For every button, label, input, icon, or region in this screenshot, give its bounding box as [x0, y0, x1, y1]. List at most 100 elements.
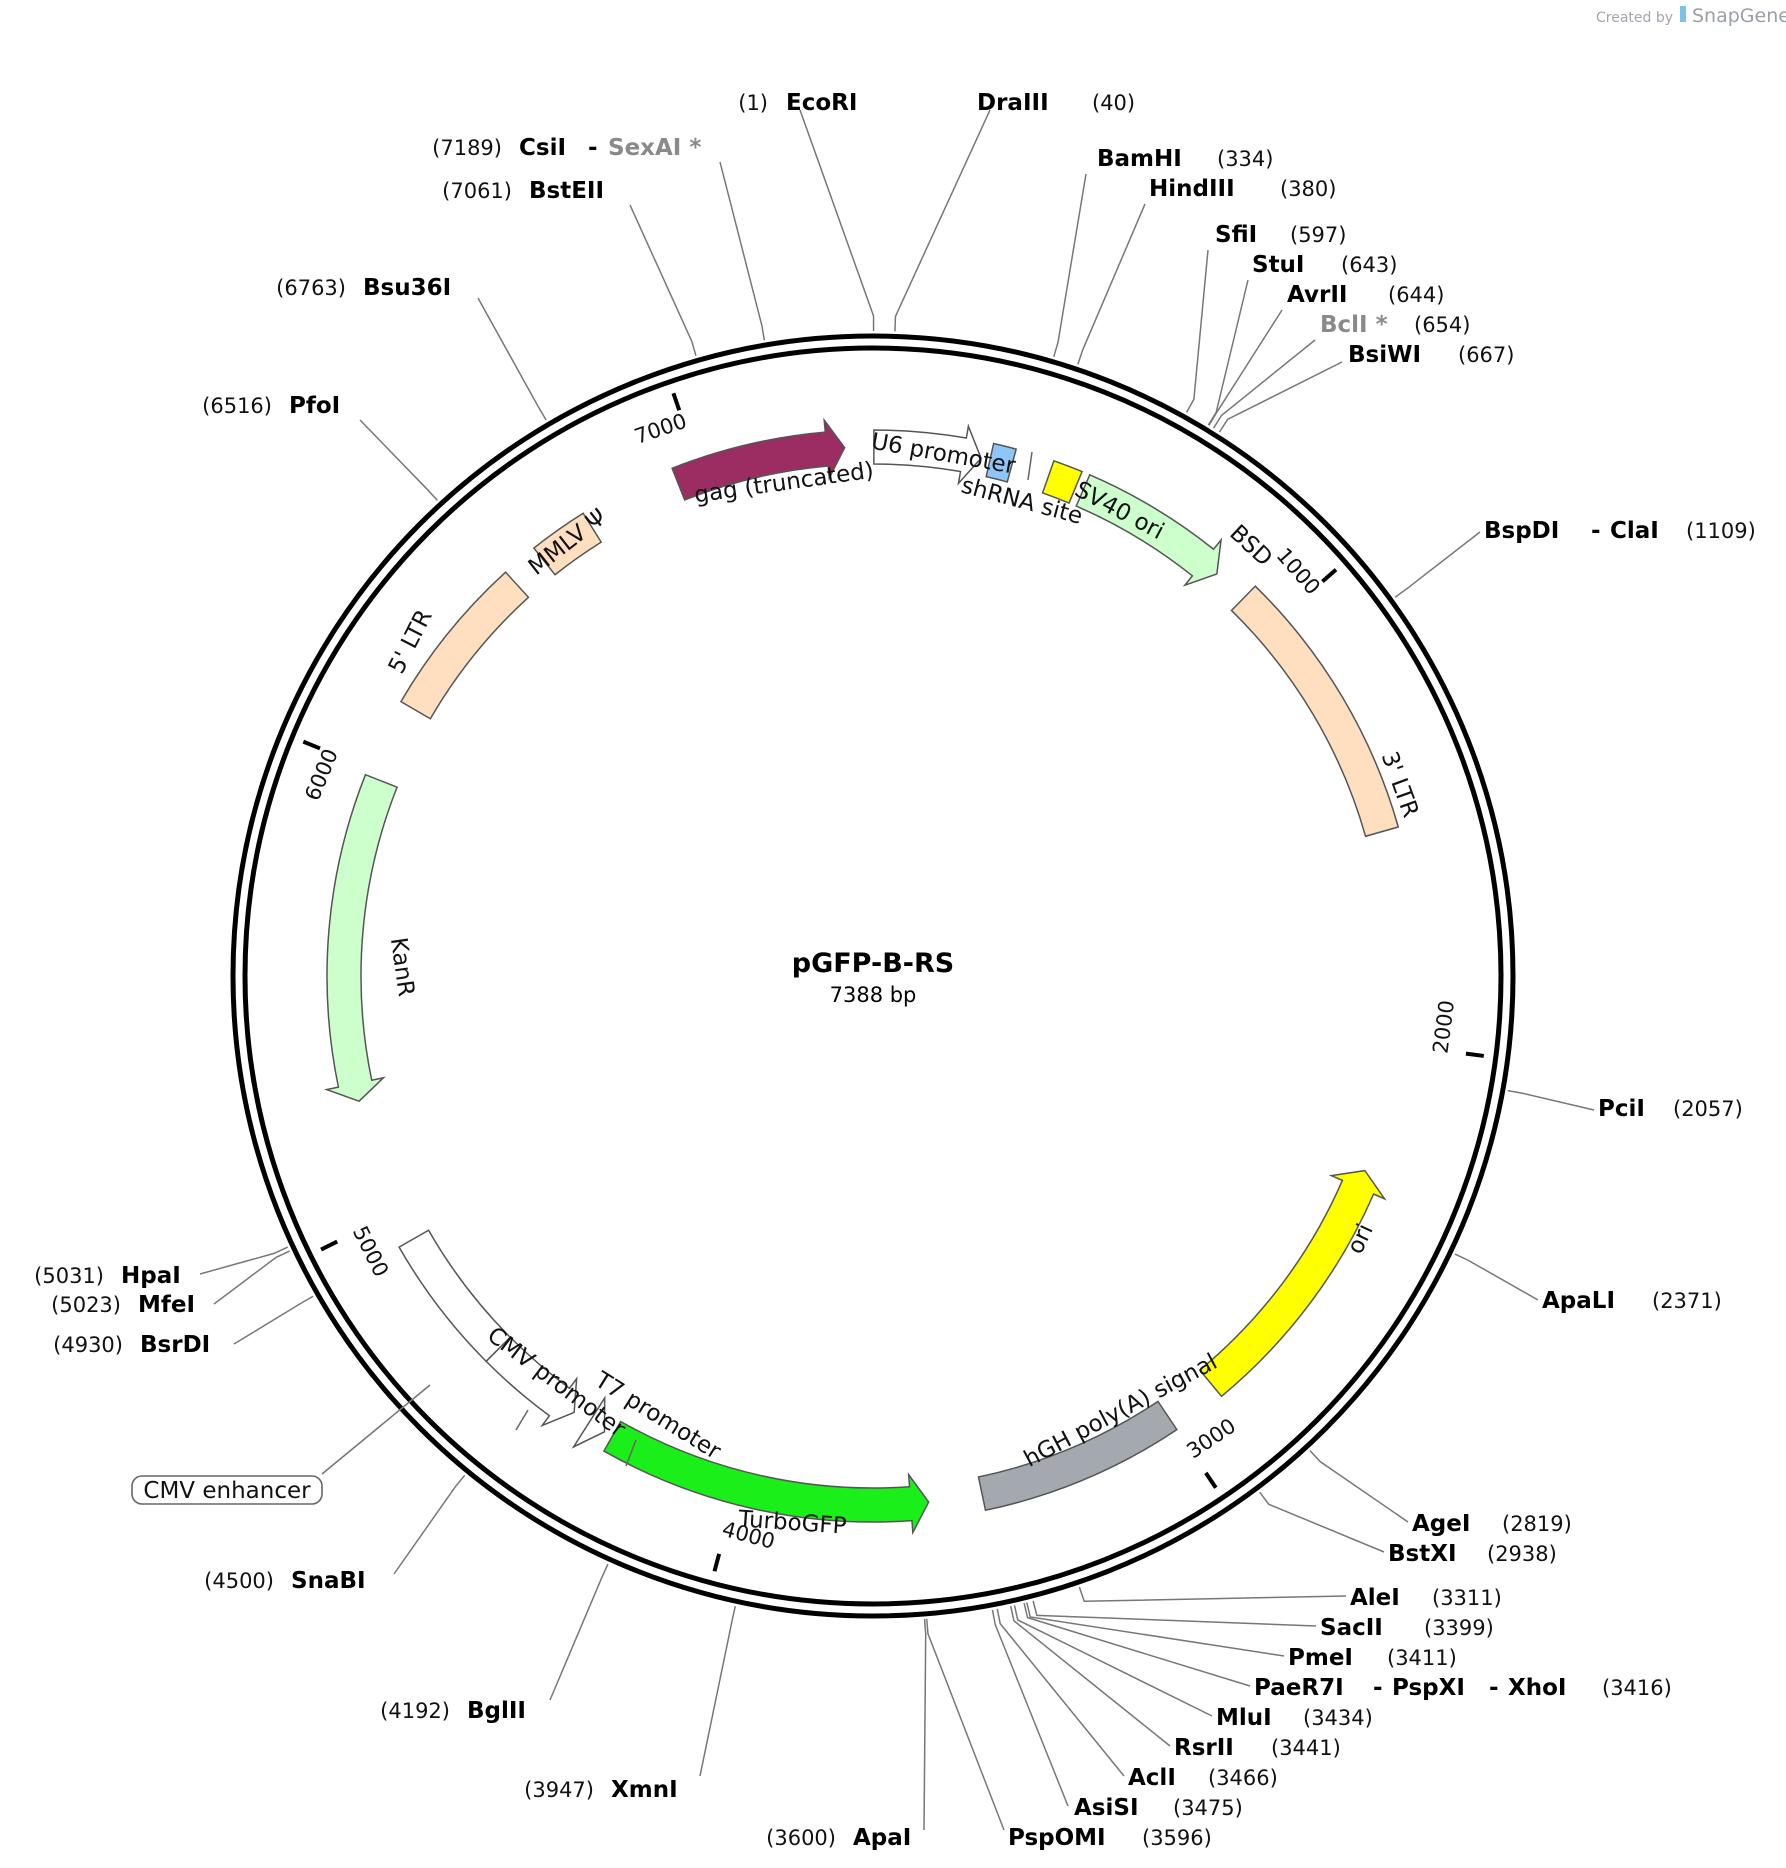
enzyme-leader	[1032, 1600, 1317, 1627]
enzyme-position: (1)	[738, 91, 768, 115]
enzyme-label-alei[interactable]: AleI (3311)	[1350, 1585, 1502, 1611]
enzyme-leader	[923, 1618, 927, 1831]
enzyme-label-bcli[interactable]: BclI * (654)	[1320, 312, 1470, 338]
enzyme-name: AsiSI	[1074, 1795, 1139, 1821]
enzyme-label-hindiii[interactable]: HindIII (380)	[1149, 176, 1336, 202]
enzyme-label-bsiwi[interactable]: BsiWI (667)	[1348, 342, 1514, 368]
enzyme-label-bsteii[interactable]: (7061) BstEII	[442, 178, 604, 204]
enzyme-label-hpai[interactable]: (5031) HpaI	[34, 1263, 181, 1289]
enzyme-separator: -	[1373, 1675, 1383, 1701]
enzyme-label-pspomi[interactable]: PspOMI (3596)	[1008, 1825, 1212, 1851]
enzyme-name: MfeI	[138, 1292, 195, 1318]
plasmid-name: pGFP-B-RS	[792, 948, 954, 979]
feature-3-ltr[interactable]	[1230, 585, 1400, 838]
enzyme-name: DraIII	[977, 90, 1049, 116]
enzyme-leader	[1185, 249, 1209, 413]
enzyme-name: BstEII	[529, 178, 604, 204]
feature-u6-promoter[interactable]	[873, 423, 982, 486]
feature-sv40-ori[interactable]	[1041, 459, 1084, 504]
enzyme-label-xmni[interactable]: (3947) XmnI	[524, 1777, 677, 1803]
enzyme-leader	[1309, 1449, 1409, 1523]
feature-gag-truncated[interactable]	[671, 417, 846, 501]
enzyme-label-bspdi-clai[interactable]: BspDI - ClaI (1109)	[1484, 518, 1756, 544]
enzyme-label-paer7i-pspxi-xhoi[interactable]: PaeR7I - PspXI - XhoI (3416)	[1254, 1675, 1672, 1701]
credit-brand: SnapGene	[1692, 5, 1786, 27]
enzyme-leader	[799, 109, 875, 332]
enzyme-label-ecori[interactable]: (1) EcoRI	[738, 90, 857, 116]
enzyme-name: ApaLI	[1542, 1288, 1615, 1314]
enzyme-position: (5023)	[51, 1293, 121, 1317]
enzyme-name: BclI *	[1320, 312, 1388, 338]
enzyme-position: (3475)	[1173, 1796, 1243, 1820]
enzyme-label-bglii[interactable]: (4192) BglII	[380, 1698, 526, 1724]
feature-turbogfp[interactable]	[602, 1420, 930, 1536]
enzyme-name-2: ClaI	[1610, 518, 1659, 544]
enzyme-label-pcii[interactable]: PciI (2057)	[1598, 1096, 1743, 1122]
enzyme-label-stui[interactable]: StuI (643)	[1252, 252, 1397, 278]
enzyme-label-bsrdi[interactable]: (4930) BsrDI	[53, 1332, 210, 1358]
enzyme-name-2: SexAI *	[608, 135, 701, 161]
enzyme-label-bsu36i[interactable]: (6763) Bsu36I	[276, 275, 451, 301]
enzyme-label-agei[interactable]: AgeI (2819)	[1412, 1511, 1572, 1537]
feature-kanr[interactable]	[323, 773, 399, 1103]
enzyme-name: SacII	[1320, 1615, 1383, 1641]
feature-5-ltr[interactable]	[399, 571, 530, 720]
tick-mark	[671, 392, 682, 411]
enzyme-label-bamhi[interactable]: BamHI (334)	[1097, 146, 1273, 172]
enzyme-label-snabi[interactable]: (4500) SnaBI	[204, 1568, 365, 1594]
tick-mark	[1204, 1471, 1218, 1489]
enzyme-position: (6763)	[276, 276, 346, 300]
enzyme-position: (3441)	[1271, 1736, 1341, 1760]
enzyme-position: (4500)	[204, 1569, 274, 1593]
cmv-enhancer-badge	[131, 1475, 323, 1505]
enzyme-label-bstxi[interactable]: BstXI (2938)	[1388, 1541, 1557, 1567]
backbone-inner-strand	[242, 345, 1504, 1607]
enzyme-leader	[477, 297, 547, 421]
enzyme-label-avrii[interactable]: AvrII (644)	[1287, 282, 1444, 308]
enzyme-name: BglII	[467, 1698, 526, 1724]
feature-hgh-poly-a-signal[interactable]	[977, 1400, 1178, 1512]
enzyme-label-acli[interactable]: AclI (3466)	[1128, 1765, 1278, 1791]
enzyme-label-pfoi[interactable]: (6516) PfoI	[202, 393, 340, 419]
feature-mmlv[interactable]	[532, 512, 603, 576]
enzyme-name-3: XhoI	[1508, 1675, 1566, 1701]
enzyme-name: PaeR7I	[1254, 1675, 1344, 1701]
enzyme-label-draiii[interactable]: DraIII (40)	[977, 90, 1135, 116]
enzyme-label-apai[interactable]: (3600) ApaI	[766, 1825, 911, 1851]
enzyme-label-asisi[interactable]: AsiSI (3475)	[1074, 1795, 1243, 1821]
enzyme-name: PfoI	[289, 393, 340, 419]
enzyme-label-mlui[interactable]: MluI (3434)	[1216, 1705, 1373, 1731]
enzyme-leader	[991, 1609, 1069, 1807]
feature-ori[interactable]	[1198, 1169, 1387, 1398]
enzyme-label-mfei[interactable]: (5023) MfeI	[51, 1292, 195, 1318]
enzyme-position: (644)	[1388, 283, 1444, 307]
enzyme-leader	[1026, 1602, 1285, 1657]
enzyme-label-sfii[interactable]: SfiI (597)	[1215, 222, 1346, 248]
enzyme-leader	[894, 109, 991, 332]
enzyme-name: BamHI	[1097, 146, 1182, 172]
enzyme-leader	[1208, 309, 1283, 426]
feature-shrna-site[interactable]	[985, 442, 1018, 483]
tick-label: 3000	[1182, 1414, 1240, 1464]
enzyme-leader	[1454, 1253, 1539, 1301]
enzyme-position: (3600)	[766, 1826, 836, 1850]
enzyme-label-rsrii[interactable]: RsrII (3441)	[1174, 1735, 1341, 1761]
enzyme-leader	[699, 1605, 737, 1777]
enzyme-label-csii-sexai[interactable]: (7189) CsiI - SexAI *	[432, 135, 701, 161]
enzyme-label-pmei[interactable]: PmeI (3411)	[1288, 1645, 1457, 1671]
enzyme-separator: -	[1489, 1675, 1499, 1701]
enzyme-name: SfiI	[1215, 222, 1257, 248]
enzyme-leader	[233, 1295, 314, 1345]
enzyme-position: (3399)	[1424, 1616, 1494, 1640]
feature-bsd[interactable]	[1075, 473, 1223, 587]
enzyme-leader	[1212, 339, 1316, 429]
enzyme-label-apali[interactable]: ApaLI (2371)	[1542, 1288, 1722, 1314]
enzyme-position: (334)	[1217, 147, 1273, 171]
enzyme-position: (3311)	[1432, 1586, 1502, 1610]
enzyme-label-sacii[interactable]: SacII (3399)	[1320, 1615, 1494, 1641]
feature-t7-promoter[interactable]	[571, 1395, 606, 1449]
enzyme-position: (380)	[1280, 177, 1336, 201]
feature-cmv-enhancer[interactable]	[398, 1229, 512, 1363]
tick-mark	[712, 1553, 722, 1572]
tick-label: 1000	[1272, 543, 1325, 599]
